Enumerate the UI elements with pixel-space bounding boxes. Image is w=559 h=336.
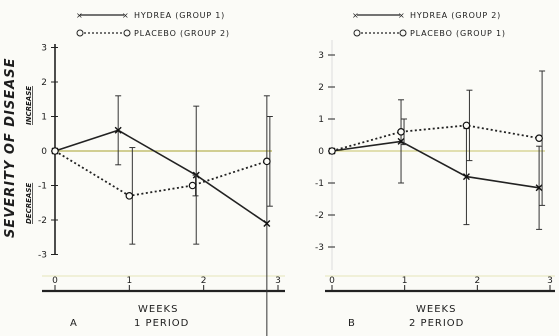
panel-b-ytick-label: 2 <box>318 83 324 93</box>
panel-b-xlabel: WEEKS <box>416 304 456 315</box>
panel-a-label: A <box>70 318 78 329</box>
panel-b-legend-placebo: PLACEBO (GROUP 1) <box>410 29 506 38</box>
panel-a-legend: × × HYDREA (GROUP 1) PLACEBO (GROUP 2) <box>76 11 230 38</box>
panel-b-legend-hydrea: HYDREA (GROUP 2) <box>410 11 501 20</box>
panel-a: SEVERITY OF DISEASE INCREASE DECREASE WE… <box>3 11 285 329</box>
panel-a-ytick-label: -2 <box>38 216 47 226</box>
panel-a-xtick-label: 2 <box>201 276 207 286</box>
panel-a-xlabel: WEEKS <box>138 304 178 315</box>
panel-b-xtick-label: 2 <box>474 276 480 286</box>
panel-a-point-placebo <box>51 147 59 155</box>
panel-b-period-label: 2 PERIOD <box>409 318 464 329</box>
svg-text:×: × <box>352 11 359 20</box>
panel-a-point-placebo <box>188 181 197 190</box>
panel-b-ytick-label: -3 <box>315 243 324 253</box>
panel-b-xtick-label: 1 <box>402 276 408 286</box>
panel-b-series-hydrea-line <box>331 140 540 189</box>
chart-marks: 3 2 1 0 -1 -2 -3 0 1 2 3 3 2 1 0 -1 -2 -3 0 1 2 3 <box>38 44 553 336</box>
svg-text:×: × <box>122 11 129 20</box>
panel-a-xtick-label: 3 <box>275 276 281 286</box>
panel-a-ylabel: SEVERITY OF DISEASE <box>3 58 18 238</box>
panel-a-point-placebo <box>125 192 134 200</box>
panel-a-point-placebo <box>263 157 271 166</box>
panel-b-point-placebo <box>535 134 543 143</box>
svg-text:×: × <box>398 11 405 20</box>
panel-b-point-hydrea <box>535 184 543 192</box>
panel-b-point-placebo <box>462 121 471 130</box>
panel-a-period-label: 1 PERIOD <box>134 318 189 329</box>
panel-a-ylabel-lower: DECREASE <box>25 183 33 224</box>
panel-a-ylabel-upper: INCREASE <box>25 86 33 125</box>
panel-b-xtick-label: 3 <box>547 276 553 286</box>
panel-b-point-placebo <box>397 128 405 136</box>
panel-a-xtick-label: 0 <box>52 276 58 286</box>
panel-b-xtick-label: 0 <box>329 276 335 286</box>
panel-a-ytick-label: 2 <box>41 78 47 88</box>
svg-text:×: × <box>76 11 83 20</box>
panel-a-ytick-label: -1 <box>38 182 47 192</box>
panel-b-ytick-label: -2 <box>315 211 324 221</box>
panel-b-label: B <box>348 318 356 329</box>
panel-a-point-hydrea <box>263 219 271 227</box>
panel-b-point-placebo <box>328 147 336 155</box>
panel-a-legend-placebo: PLACEBO (GROUP 2) <box>134 29 230 38</box>
panel-a-series-hydrea-line <box>54 129 268 225</box>
panel-b-legend: × × HYDREA (GROUP 2) PLACEBO (GROUP 1) <box>352 11 506 38</box>
panel-b-point-hydrea <box>462 173 470 181</box>
panel-a-legend-hydrea: HYDREA (GROUP 1) <box>134 11 225 20</box>
panel-b-ytick-label: 3 <box>318 51 324 61</box>
panel-b-ytick-label: 0 <box>318 147 324 157</box>
panel-a-point-hydrea <box>114 126 122 134</box>
panel-a-ytick-label: 3 <box>41 44 47 54</box>
panel-a-xtick-label: 1 <box>126 276 132 286</box>
panel-a-ytick-label: 0 <box>41 147 47 157</box>
panel-b-series-placebo-line <box>331 124 540 152</box>
panel-a-series-placebo-line <box>54 150 268 197</box>
panel-b-ytick-label: -1 <box>315 179 324 189</box>
panel-b: WEEKS 2 PERIOD B × × HYDREA (GROUP 2) PL… <box>325 11 555 329</box>
panel-b-ytick-label: 1 <box>318 115 324 125</box>
panel-a-ytick-label: -3 <box>38 251 47 261</box>
panel-a-ytick-label: 1 <box>41 113 47 123</box>
panel-b-point-hydrea <box>397 137 405 145</box>
